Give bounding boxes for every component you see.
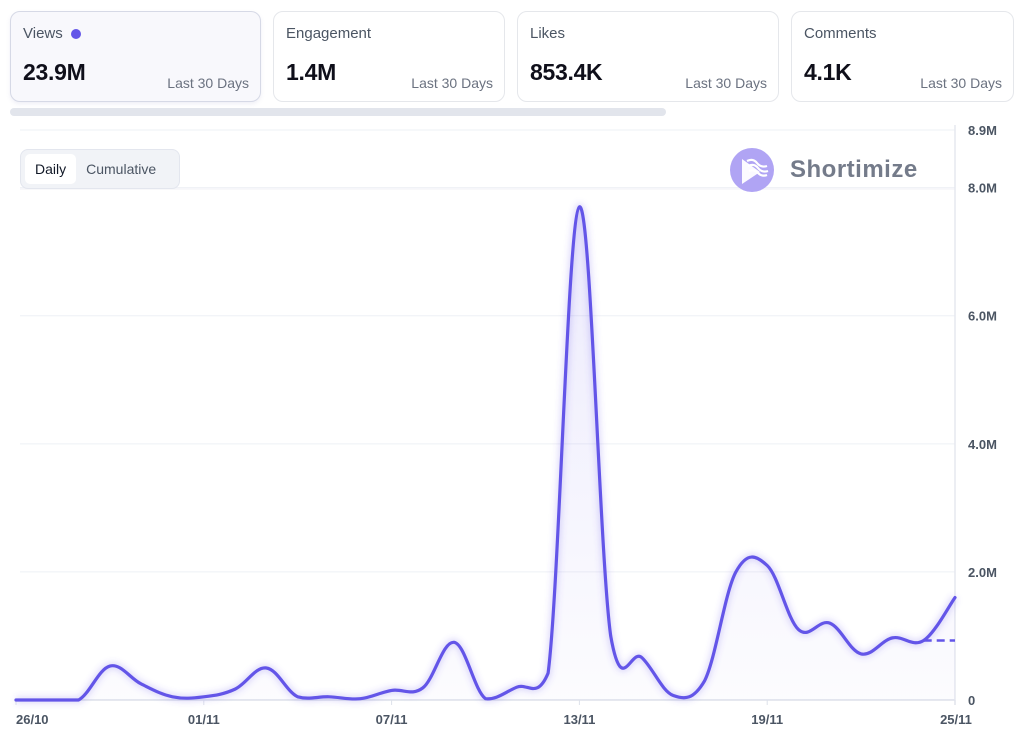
data-point [296,695,300,699]
data-point [484,697,488,701]
x-tick-label: 25/11 [940,712,972,727]
metric-period: Last 30 Days [685,75,767,91]
data-point [765,564,769,568]
data-point [734,570,738,574]
metric-period: Last 30 Days [411,75,493,91]
y-tick-label: 8.0M [968,181,997,196]
data-point [797,628,801,632]
data-point [108,664,112,668]
metric-label-text: Views [23,25,63,42]
data-point [14,698,18,702]
metric-period: Last 30 Days [167,75,249,91]
data-point [202,695,206,699]
y-axis-labels: 0 2.0M 4.0M 6.0M 8.0M 8.9M [968,123,997,708]
data-point [358,697,362,701]
data-point [264,666,268,670]
metric-period: Last 30 Days [920,75,1002,91]
metric-card-views[interactable]: Views 23.9M Last 30 Days [10,11,261,102]
y-tick-label: 8.9M [968,123,997,138]
metric-label: Engagement [286,25,372,42]
data-point [546,671,550,675]
data-point [922,638,926,642]
data-point [233,687,237,691]
x-tick-label: 01/11 [188,712,220,727]
y-tick-label: 4.0M [968,437,997,452]
data-point [515,685,519,689]
views-line [14,205,957,702]
views-line-glow [16,202,959,704]
data-point [577,205,581,209]
brand-name: Shortimize [790,156,918,183]
y-tick-label: 0 [968,693,975,708]
data-point [609,634,613,638]
x-tick-label: 19/11 [751,712,783,727]
data-point [327,695,331,699]
metric-card-comments[interactable]: Comments 4.1K Last 30 Days [791,11,1014,102]
view-mode-toggle: Daily Cumulative [20,149,180,189]
x-tick-label: 26/10 [16,712,49,727]
data-point [890,636,894,640]
data-point [828,621,832,625]
y-tick-label: 2.0M [968,565,997,580]
play-waves-logo-icon [730,148,774,192]
grid-lines [20,129,955,573]
data-point [452,640,456,644]
metric-card-engagement[interactable]: Engagement 1.4M Last 30 Days [273,11,505,102]
toggle-daily[interactable]: Daily [25,154,77,184]
metric-value: 4.1K [804,59,852,85]
data-point [671,694,675,698]
data-point [859,652,863,656]
data-point [703,679,707,683]
horizontal-scrollbar[interactable] [10,108,666,116]
metric-cards: Views 23.9M Last 30 Days Engagement 1.4M… [10,11,1014,102]
data-point [421,686,425,690]
data-point [390,688,394,692]
y-tick-label: 6.0M [968,309,997,324]
x-axis-labels: 26/10 01/11 07/11 13/11 19/11 25/11 [16,712,972,727]
brand-watermark: Shortimize [730,148,918,192]
toggle-cumulative[interactable]: Cumulative [86,161,157,177]
active-dot-icon [70,28,81,39]
x-tick-label: 13/11 [563,712,595,727]
metric-value: 1.4M [286,59,336,85]
metric-card-likes[interactable]: Likes 853.4K Last 30 Days [517,11,779,102]
data-point [45,698,49,702]
data-point [953,596,957,600]
axes [15,125,956,705]
data-point [640,656,644,660]
metric-label: Views [23,25,81,42]
metric-value: 853.4K [530,59,603,85]
data-point [77,698,81,702]
metric-label: Comments [804,25,877,42]
data-point [139,682,143,686]
metric-label: Likes [530,25,566,42]
data-point [171,695,175,699]
x-tick-label: 07/11 [376,712,408,727]
metric-value: 23.9M [23,59,86,85]
